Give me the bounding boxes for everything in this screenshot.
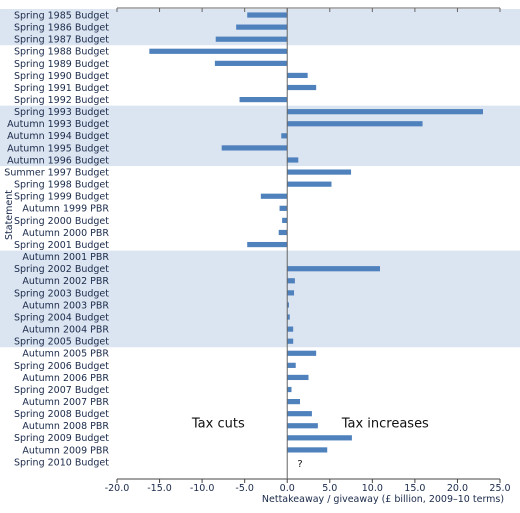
shaded-band-2 — [0, 250, 520, 348]
bar-29 — [287, 362, 296, 368]
bar-10 — [281, 133, 288, 139]
category-label-17: Spring 2000 Budget — [14, 216, 109, 227]
category-label-8: Spring 1993 Budget — [14, 107, 109, 118]
category-label-12: Autumn 1996 Budget — [7, 155, 109, 166]
x-tick-labels: -20.0 -15.0 -10.0 -5.0 0.0 5.0 10.0 15.0 20.0 25.… — [105, 483, 511, 494]
x-tick-label-1: -15.0 — [147, 483, 172, 494]
category-label-27: Spring 2005 Budget — [14, 337, 109, 348]
category-label-19: Spring 2001 Budget — [14, 240, 109, 251]
category-label-6: Spring 1991 Budget — [14, 83, 109, 94]
bar-1 — [236, 24, 288, 30]
bar-15 — [260, 193, 288, 199]
bar-21 — [287, 266, 380, 272]
x-tick-label-3: -5.0 — [235, 483, 254, 494]
x-tick-label-8: 20.0 — [447, 483, 468, 494]
bar-22 — [287, 278, 295, 284]
bar-28 — [287, 350, 317, 356]
bar-16 — [279, 205, 288, 211]
category-label-20: Autumn 2001 PBR — [22, 252, 109, 263]
bar-5 — [287, 72, 308, 79]
category-label-21: Spring 2002 Budget — [14, 264, 109, 275]
category-label-29: Spring 2006 Budget — [14, 361, 109, 372]
bar-14 — [287, 181, 332, 187]
category-label-1: Spring 1986 Budget — [14, 23, 109, 34]
category-label-24: Autumn 2003 PBR — [22, 300, 109, 311]
category-label-13: Summer 1997 Budget — [4, 167, 109, 178]
category-label-5: Spring 1990 Budget — [14, 71, 109, 82]
bar-0 — [247, 12, 288, 18]
bar-7 — [239, 97, 288, 103]
bar-12 — [287, 157, 299, 163]
category-label-22: Autumn 2002 PBR — [22, 276, 109, 287]
category-label-33: Spring 2008 Budget — [14, 409, 109, 420]
category-label-32: Autumn 2007 PBR — [22, 397, 109, 408]
category-label-23: Spring 2003 Budget — [14, 288, 109, 299]
bar-25 — [287, 314, 290, 320]
category-label-14: Spring 1998 Budget — [14, 180, 109, 191]
bar-3 — [149, 48, 288, 54]
annotation-1: Tax increases — [341, 416, 429, 431]
category-label-3: Spring 1988 Budget — [14, 47, 109, 58]
category-label-18: Autumn 2000 PBR — [22, 228, 109, 239]
category-label-34: Autumn 2008 PBR — [22, 421, 109, 432]
category-label-11: Autumn 1995 Budget — [7, 143, 109, 154]
shaded-band-1 — [0, 105, 520, 167]
category-label-7: Spring 1992 Budget — [14, 95, 109, 106]
bar-35 — [287, 435, 352, 441]
annotation-2: ? — [297, 459, 302, 470]
category-label-16: Autumn 1999 PBR — [22, 204, 109, 215]
x-tick-label-6: 10.0 — [362, 483, 383, 494]
bar-2 — [215, 36, 288, 42]
category-label-36: Autumn 2009 PBR — [22, 445, 109, 456]
bar-9 — [287, 121, 423, 127]
bar-series — [149, 12, 483, 453]
bar-11 — [221, 145, 288, 151]
category-label-10: Autumn 1994 Budget — [7, 131, 109, 142]
bar-19 — [247, 241, 288, 248]
bar-26 — [287, 326, 294, 332]
category-label-0: Spring 1985 Budget — [14, 10, 109, 21]
x-tick-label-2: -10.0 — [190, 483, 215, 494]
shaded-bands — [0, 9, 520, 348]
category-label-4: Spring 1989 Budget — [14, 59, 109, 70]
category-label-30: Autumn 2006 PBR — [22, 373, 109, 384]
bar-30 — [287, 374, 309, 381]
x-tick-label-0: -20.0 — [105, 483, 130, 494]
bar-4 — [214, 60, 288, 66]
bar-17 — [282, 217, 288, 223]
bar-13 — [287, 169, 352, 175]
category-label-31: Spring 2007 Budget — [14, 385, 109, 396]
bar-18 — [278, 229, 288, 236]
bar-32 — [287, 399, 300, 405]
category-label-25: Spring 2004 Budget — [14, 312, 109, 323]
category-label-9: Autumn 1993 Budget — [7, 119, 109, 130]
bar-33 — [287, 411, 312, 417]
x-tick-label-7: 15.0 — [404, 483, 425, 494]
annotations: Tax cuts Tax increases? — [191, 416, 429, 470]
bar-27 — [287, 338, 294, 344]
bar-36 — [287, 447, 328, 453]
x-tick-label-9: 25.0 — [489, 483, 510, 494]
category-label-26: Autumn 2004 PBR — [22, 325, 109, 336]
x-tick-label-4: 0.0 — [280, 483, 295, 494]
category-label-15: Spring 1999 Budget — [14, 192, 109, 203]
bar-24 — [287, 302, 289, 308]
category-label-2: Spring 1987 Budget — [14, 35, 109, 46]
category-label-35: Spring 2009 Budget — [14, 433, 109, 444]
bar-31 — [287, 386, 292, 393]
bar-34 — [287, 423, 318, 429]
annotation-0: Tax cuts — [191, 416, 245, 431]
bar-23 — [287, 290, 295, 296]
bar-6 — [287, 84, 317, 91]
category-label-37: Spring 2010 Budget — [14, 457, 109, 468]
bar-8 — [287, 109, 483, 115]
x-axis-title: Nettakeaway / giveaway (£ billion, 2009–… — [262, 494, 504, 505]
x-tick-label-5: 5.0 — [322, 483, 337, 494]
axes — [116, 7, 501, 483]
y-axis-title: Statement — [4, 190, 15, 240]
category-label-28: Autumn 2005 PBR — [22, 349, 109, 360]
